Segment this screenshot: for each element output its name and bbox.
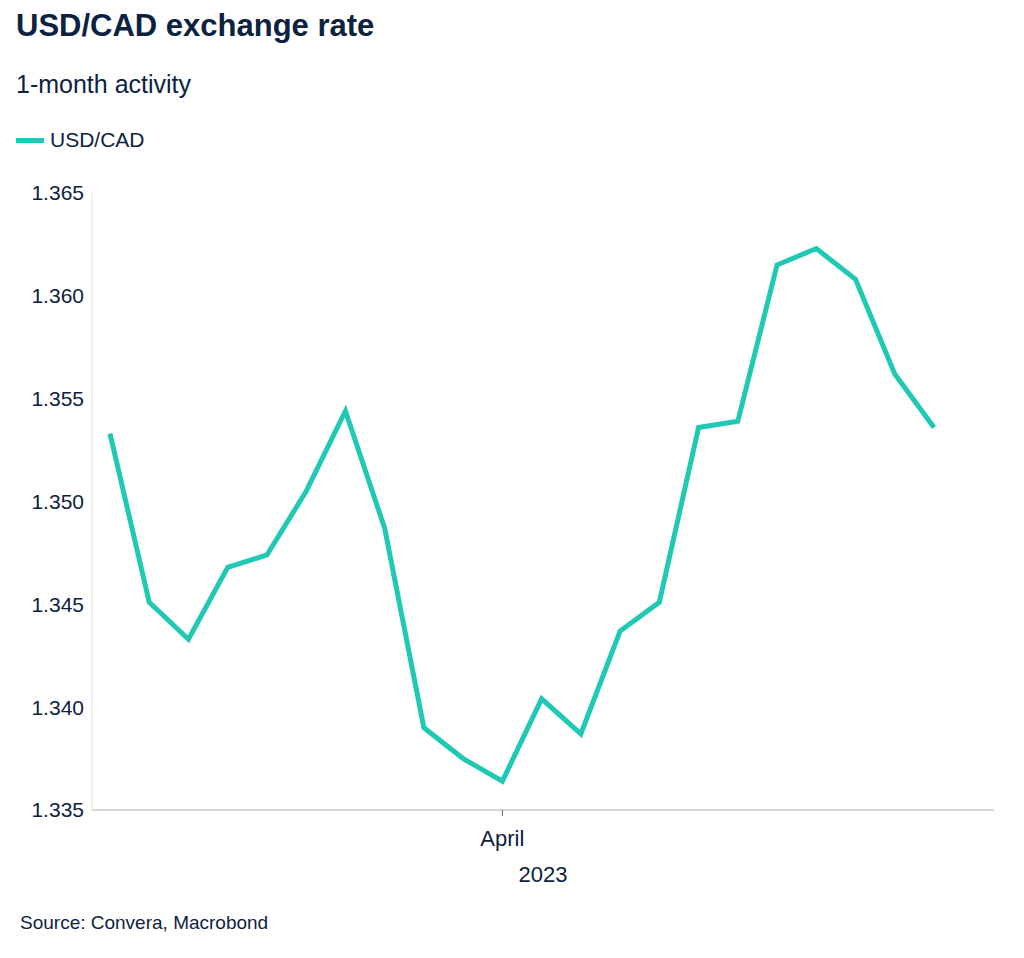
svg-text:1.345: 1.345 (31, 593, 84, 616)
svg-text:1.360: 1.360 (31, 284, 84, 307)
svg-text:1.355: 1.355 (31, 387, 84, 410)
svg-text:April: April (480, 826, 524, 851)
html-text:USD/CAD exchange rate: USD/CAD exchange rate (16, 8, 375, 43)
svg-text:1.335: 1.335 (31, 798, 84, 821)
html-text:1-month activity: 1-month activity (16, 70, 192, 98)
svg-text:2023: 2023 (519, 862, 568, 887)
html-text:Source: Convera, Macrobond: Source: Convera, Macrobond (20, 912, 269, 933)
svg-text:1.340: 1.340 (31, 696, 84, 719)
html-text:USD/CAD: USD/CAD (50, 128, 145, 151)
svg-text:1.365: 1.365 (31, 181, 84, 204)
svg-text:1.350: 1.350 (31, 490, 84, 513)
